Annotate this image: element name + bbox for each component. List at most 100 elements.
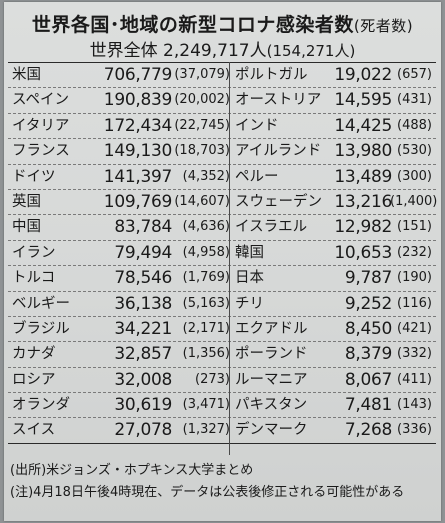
case-count: 8,067 [344, 369, 392, 390]
death-count: (411) [397, 371, 432, 387]
case-count: 190,839 [103, 90, 173, 111]
death-count: (5,163) [182, 295, 230, 311]
death-count: (18,703) [174, 143, 230, 159]
newspaper-clipping: 世界各国･地域の新型コロナ感染者数(死者数) 世界全体 2,249,717人(1… [4, 2, 441, 521]
death-count: (3,471) [182, 397, 230, 413]
death-count: (232) [397, 244, 432, 260]
death-count: (431) [397, 92, 432, 108]
table-row: トルコ 78,546 (1,769) 日本 9,787 (190) [8, 266, 436, 292]
country-name: アイルランド [235, 143, 322, 160]
country-name: デンマーク [235, 422, 308, 439]
case-count: 19,022 [334, 65, 392, 85]
death-count: (20,002) [174, 92, 230, 108]
death-count: (421) [397, 320, 432, 336]
country-name: 韓国 [235, 244, 264, 261]
country-name: スイス [12, 422, 56, 439]
case-count: 9,787 [344, 268, 392, 289]
case-count: 27,078 [114, 420, 172, 441]
table-row: 中国 83,784 (4,636) イスラエル 12,982 (151) [8, 215, 436, 241]
death-count: (4,352) [182, 168, 230, 184]
country-name: イラン [12, 244, 56, 261]
case-count: 149,130 [103, 141, 173, 162]
case-count: 32,008 [114, 369, 172, 390]
country-name: 米国 [12, 67, 41, 83]
table-title: 世界各国･地域の新型コロナ感染者数(死者数) [4, 10, 441, 37]
case-count: 8,379 [344, 344, 392, 365]
country-name: スペイン [12, 92, 69, 109]
country-name: 中国 [12, 219, 41, 236]
country-name: ブラジル [12, 320, 70, 337]
case-count: 7,268 [344, 420, 392, 441]
table-row: ドイツ 141,397 (4,352) ペルー 13,489 (300) [8, 165, 436, 190]
country-name: ベルギー [12, 295, 70, 312]
table-row: ロシア 32,008 (273) ルーマニア 8,067 (411) [8, 368, 436, 394]
country-name: チリ [235, 295, 264, 312]
case-count: 8,450 [344, 318, 392, 339]
country-name: 日本 [235, 270, 264, 287]
table-row: カナダ 32,857 (1,356) ポーランド 8,379 (332) [8, 342, 436, 368]
death-count: (273) [195, 371, 230, 387]
death-count: (488) [397, 117, 432, 133]
death-count: (1,327) [182, 422, 230, 438]
case-count: 9,252 [344, 293, 392, 314]
case-count: 32,857 [114, 344, 172, 365]
death-count: (336) [397, 422, 432, 438]
case-count: 10,653 [334, 242, 392, 263]
case-count: 78,546 [114, 268, 172, 289]
case-count: 13,489 [334, 166, 392, 187]
case-count: 14,425 [334, 115, 392, 136]
country-name: インド [235, 117, 279, 134]
title-deaths-label: (死者数) [353, 17, 414, 35]
death-count: (116) [397, 295, 432, 311]
death-count: (1,356) [182, 346, 230, 362]
case-count: 109,769 [103, 191, 173, 212]
table-row: フランス 149,130 (18,703) アイルランド 13,980 (530) [8, 139, 436, 165]
table-row: ブラジル 34,221 (2,171) エクアドル 8,450 (421) [8, 317, 436, 343]
case-count: 30,619 [114, 395, 172, 416]
country-name: エクアドル [235, 320, 308, 337]
table-row: イタリア 172,434 (22,745) インド 14,425 (488) [8, 114, 436, 140]
death-count: (4,958) [182, 244, 230, 260]
case-count: 13,216 [334, 191, 392, 212]
title-main: 世界各国･地域の新型コロナ感染者数 [31, 14, 354, 36]
table-row: 英国 109,769 (14,607) スウェーデン 13,216 (1,400) [8, 190, 438, 216]
case-count: 83,784 [114, 217, 172, 238]
death-count: (1,400) [390, 193, 438, 209]
table-row: イラン 79,494 (4,958) 韓国 10,653 (232) [8, 241, 436, 267]
case-count: 14,595 [334, 90, 392, 111]
country-name: ドイツ [12, 168, 56, 185]
country-name: ルーマニア [235, 371, 308, 388]
country-name: トルコ [12, 270, 56, 287]
country-name: ペルー [235, 168, 279, 185]
death-count: (190) [397, 270, 432, 286]
table-row: スイス 27,078 (1,327) デンマーク 7,268 (336) [8, 418, 436, 444]
death-count: (2,171) [182, 320, 230, 336]
country-name: オーストリア [235, 92, 322, 109]
death-count: (332) [397, 346, 432, 362]
death-count: (143) [397, 397, 432, 413]
table-row: オランダ 30,619 (3,471) パキスタン 7,481 (143) [8, 393, 436, 419]
country-table: 米国 706,779 (37,079) ポルトガル 19,022 (657) スペイン 190… [8, 62, 438, 444]
table-row: ベルギー 36,138 (5,163) チリ 9,252 (116) [8, 292, 436, 317]
case-count: 34,221 [114, 318, 172, 339]
death-count: (22,745) [174, 117, 230, 133]
country-name: イスラエル [235, 219, 308, 236]
case-count: 7,481 [344, 395, 392, 416]
case-count: 13,980 [334, 141, 392, 162]
country-name: 英国 [12, 193, 41, 210]
country-name: ポルトガル [235, 67, 308, 83]
death-count: (37,079) [174, 67, 230, 82]
case-count: 706,779 [103, 65, 173, 85]
death-count: (657) [397, 67, 432, 82]
country-name: パキスタン [235, 397, 308, 414]
death-count: (14,607) [174, 193, 230, 209]
date-note: (注)4月18日午後4時現在、データは公表後修正される可能性がある [10, 485, 405, 500]
country-name: オランダ [12, 397, 70, 414]
case-count: 172,434 [103, 115, 173, 136]
country-name: イタリア [12, 117, 70, 134]
death-count: (300) [397, 168, 432, 184]
death-count: (4,636) [182, 219, 230, 235]
case-count: 141,397 [103, 166, 173, 187]
country-name: ポーランド [235, 346, 308, 363]
case-count: 12,982 [334, 217, 392, 238]
